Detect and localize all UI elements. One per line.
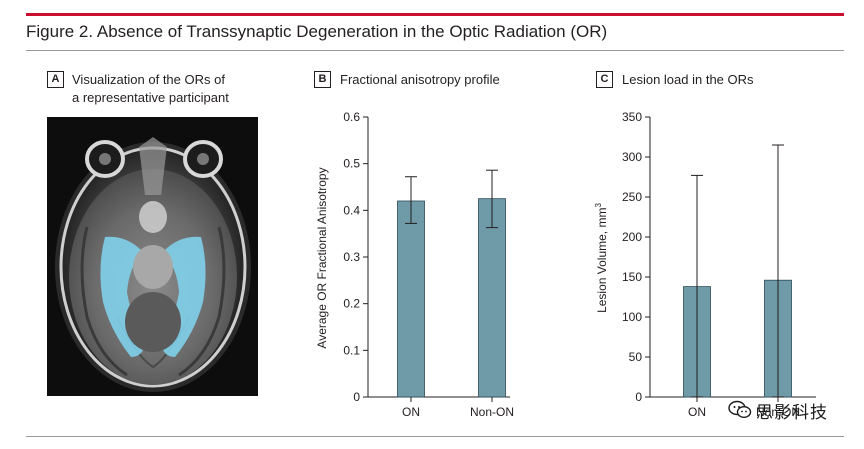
- y-tick-label: 100: [622, 310, 642, 324]
- brain-mri-drawing: [55, 137, 251, 392]
- lesion-y-axis-label: Lesion Volume, mm3: [594, 203, 609, 313]
- watermark-text: 思影科技: [756, 402, 828, 423]
- panel-a-title-line2: a representative participant: [72, 90, 229, 105]
- fa-y-axis-label: Average OR Fractional Anisotropy: [315, 167, 329, 348]
- y-tick-label: 0.1: [343, 343, 360, 357]
- y-tick-label: 0.6: [343, 110, 360, 124]
- top-accent-rule: [26, 13, 844, 16]
- lesion-y-axis: 0 50 100 150 200 250 300 350: [622, 110, 816, 404]
- bar-non-on: [478, 198, 506, 398]
- x-tick-label: Non-ON: [470, 405, 514, 419]
- panel-c-title: Lesion load in the ORs: [622, 72, 754, 87]
- y-tick-label: 350: [622, 110, 642, 124]
- x-tick-label: Non-ON: [756, 405, 800, 419]
- y-tick-label: 0: [353, 390, 360, 404]
- lesion-bars: [683, 144, 792, 398]
- fa-profile-chart: Average OR Fractional Anisotropy 0 0.1 0.2…: [315, 110, 514, 419]
- y-tick-label: 250: [622, 190, 642, 204]
- gyrus-right: [178, 226, 226, 377]
- right-lens: [197, 153, 209, 165]
- y-tick-label: 300: [622, 150, 642, 164]
- optic-chiasm: [139, 201, 167, 233]
- brain-mri-image: [47, 117, 258, 396]
- cerebellum: [125, 292, 181, 352]
- panel-c-letter: C: [596, 71, 613, 88]
- y-tick-label: 0.3: [343, 250, 360, 264]
- lesion-load-chart: Lesion Volume, mm3 0 50 100 150 200 250 300 350…: [594, 110, 816, 419]
- fa-x-axis: ON Non-ON: [402, 397, 514, 419]
- panel-a-title-line1: Visualization of the ORs of: [72, 72, 225, 87]
- bottom-divider: [26, 436, 844, 437]
- y-tick-label: 0.4: [343, 203, 360, 217]
- watermark: 思影科技: [728, 398, 828, 423]
- panel-b-letter: B: [314, 71, 331, 88]
- fa-bars: [397, 169, 506, 398]
- y-tick-label: 0.2: [343, 297, 360, 311]
- y-tick-label: 200: [622, 230, 642, 244]
- midbrain: [133, 245, 173, 289]
- panel-a-letter: A: [47, 71, 64, 88]
- gyrus-left: [80, 226, 128, 377]
- left-lens: [99, 153, 111, 165]
- y-tick-label: 0: [635, 390, 642, 404]
- x-tick-label: ON: [688, 405, 706, 419]
- y-tick-label: 0.5: [343, 157, 360, 171]
- figure-title: Figure 2. Absence of Transsynaptic Degen…: [26, 22, 608, 41]
- fa-y-axis: 0 0.1 0.2 0.3 0.4 0.5 0.6: [343, 110, 510, 404]
- y-tick-label: 150: [622, 270, 642, 284]
- y-tick-label: 50: [629, 350, 643, 364]
- title-divider: [26, 50, 844, 51]
- x-tick-label: ON: [402, 405, 420, 419]
- panel-b-title: Fractional anisotropy profile: [340, 72, 500, 87]
- lesion-x-axis: ON Non-ON: [688, 397, 800, 419]
- bar-on: [397, 200, 425, 398]
- nasal-cavity: [139, 137, 167, 195]
- wechat-icon: [728, 400, 752, 419]
